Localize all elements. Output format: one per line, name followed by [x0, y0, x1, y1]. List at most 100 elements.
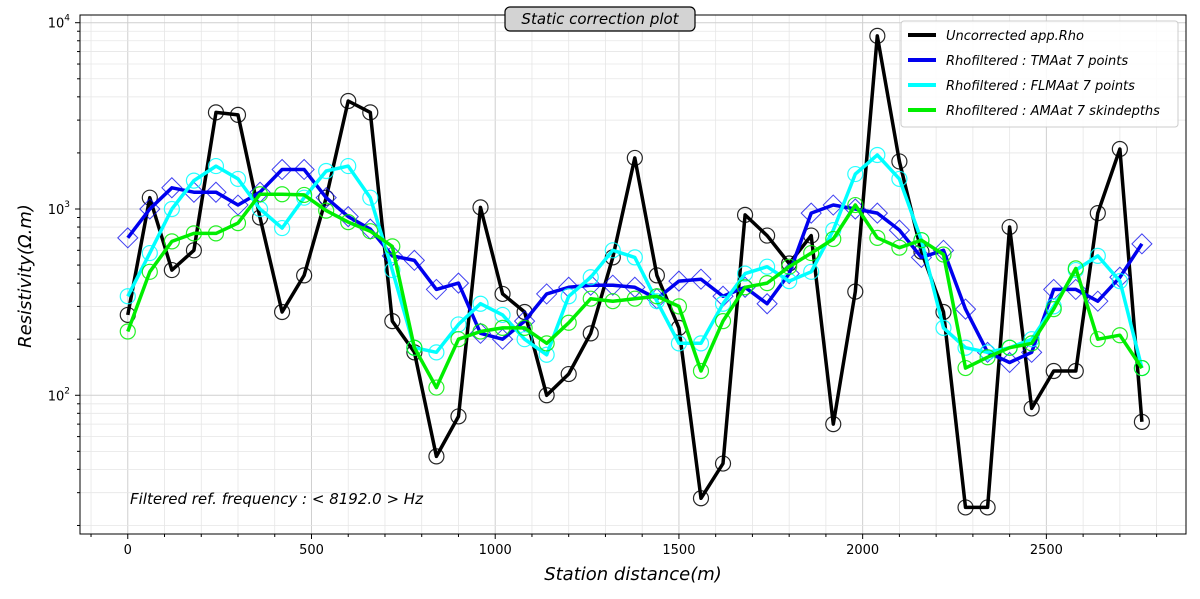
data-point-uncorrected — [560, 365, 577, 383]
data-point-ama — [1045, 301, 1062, 318]
data-point-ama — [141, 263, 158, 280]
data-point-ama — [736, 279, 754, 296]
data-point-ama — [340, 214, 357, 231]
data-point-ama — [273, 186, 291, 203]
legend-label-uncorrected: Uncorrected app.Rho — [946, 29, 1084, 44]
data-point-ama — [670, 298, 688, 315]
grid — [80, 15, 1186, 534]
data-point-uncorrected — [472, 199, 489, 216]
data-point-ama — [428, 379, 445, 396]
series-flma — [119, 146, 1151, 377]
x-tick-label: 500 — [299, 543, 324, 558]
data-point-ama — [494, 319, 511, 336]
data-point-uncorrected — [362, 104, 379, 121]
data-point-ama — [251, 186, 269, 203]
data-point-uncorrected — [759, 227, 776, 244]
legend-label-flma: Rhofiltered : FLMAat 7 points — [946, 79, 1135, 94]
data-point-uncorrected — [648, 267, 665, 284]
data-point-flma — [494, 306, 511, 324]
data-point-ama — [825, 230, 842, 248]
data-point-ama — [1133, 359, 1151, 377]
data-point-tma — [403, 249, 426, 272]
data-point-ama — [516, 319, 533, 336]
legend-entry-ama: Rhofiltered : AMAat 7 skindepths — [908, 104, 1160, 119]
data-point-ama — [957, 359, 974, 377]
data-point-tma — [447, 272, 470, 294]
data-point-ama — [472, 323, 489, 340]
data-point-flma — [538, 346, 555, 363]
data-point-ama — [119, 323, 136, 340]
data-point-flma — [847, 165, 864, 183]
data-point-flma — [714, 295, 732, 312]
legend-entry-flma: Rhofiltered : FLMAat 7 points — [908, 79, 1135, 94]
data-point-ama — [229, 214, 247, 232]
data-point-tma — [161, 177, 183, 199]
data-point-uncorrected — [494, 285, 511, 303]
x-tick-label: 2500 — [1030, 543, 1063, 558]
x-tick-label: 1000 — [479, 543, 512, 558]
data-point-ama — [979, 349, 996, 366]
data-point-tma — [1131, 233, 1153, 255]
data-point-flma — [560, 288, 577, 305]
data-point-ama — [913, 232, 930, 249]
data-point-ama — [362, 223, 379, 240]
data-point-ama — [935, 246, 952, 263]
data-point-tma — [910, 246, 933, 269]
data-point-ama — [759, 275, 776, 292]
data-point-uncorrected — [736, 206, 754, 223]
data-point-uncorrected — [384, 313, 401, 330]
series-ama — [119, 186, 1151, 396]
data-point-ama — [560, 314, 577, 331]
data-point-flma — [384, 261, 401, 279]
data-point-tma — [602, 274, 624, 296]
x-tick-label: 1500 — [662, 543, 695, 558]
y-tick-label: 103 — [48, 200, 70, 218]
data-point-tma — [293, 158, 315, 181]
data-point-tma — [844, 198, 867, 220]
data-point-uncorrected — [273, 303, 291, 321]
data-point-uncorrected — [340, 92, 357, 110]
title-text: Static correction plot — [521, 10, 679, 28]
data-point-uncorrected — [1133, 413, 1151, 430]
data-point-flma — [1111, 273, 1128, 290]
data-point-flma — [935, 319, 952, 336]
data-point-tma — [690, 268, 712, 290]
data-point-flma — [736, 265, 754, 282]
data-point-flma — [362, 189, 379, 206]
chart-title: Static correction plot — [504, 6, 696, 32]
data-point-uncorrected — [1001, 218, 1018, 236]
data-point-tma — [756, 293, 778, 315]
data-point-uncorrected — [847, 283, 864, 300]
legend-label-ama: Rhofiltered : AMAat 7 skindepths — [946, 104, 1160, 119]
data-point-ama — [692, 362, 710, 380]
data-point-uncorrected — [582, 325, 599, 342]
data-point-uncorrected — [207, 104, 225, 121]
data-point-ama — [582, 290, 599, 307]
data-point-flma — [141, 244, 158, 262]
data-point-tma — [800, 202, 822, 224]
data-point-uncorrected — [626, 149, 643, 167]
data-point-tma — [866, 202, 889, 224]
data-point-ama — [781, 258, 798, 275]
data-point-ama — [207, 225, 225, 242]
data-point-flma — [516, 331, 533, 348]
data-point-tma — [1020, 341, 1043, 364]
data-point-tma — [271, 158, 293, 181]
data-point-uncorrected — [1045, 362, 1062, 380]
data-point-flma — [759, 258, 776, 275]
data-point-flma — [869, 146, 886, 164]
data-point-flma — [1089, 247, 1106, 264]
data-point-uncorrected — [538, 387, 555, 404]
data-point-ama — [1089, 331, 1106, 348]
data-point-tma — [205, 181, 227, 203]
y-tick-label: 102 — [48, 386, 70, 404]
data-point-uncorrected — [229, 106, 247, 123]
data-point-uncorrected — [1067, 362, 1084, 380]
data-point-ama — [648, 288, 665, 305]
data-point-uncorrected — [869, 27, 886, 44]
y-axis-label: Resistivity(Ω.m) — [15, 204, 36, 348]
data-point-flma — [957, 339, 974, 356]
data-point-ama — [406, 339, 423, 356]
axis-ticks: 0 500 1000 1500 2000 2500 102 103 104 — [48, 14, 1158, 558]
